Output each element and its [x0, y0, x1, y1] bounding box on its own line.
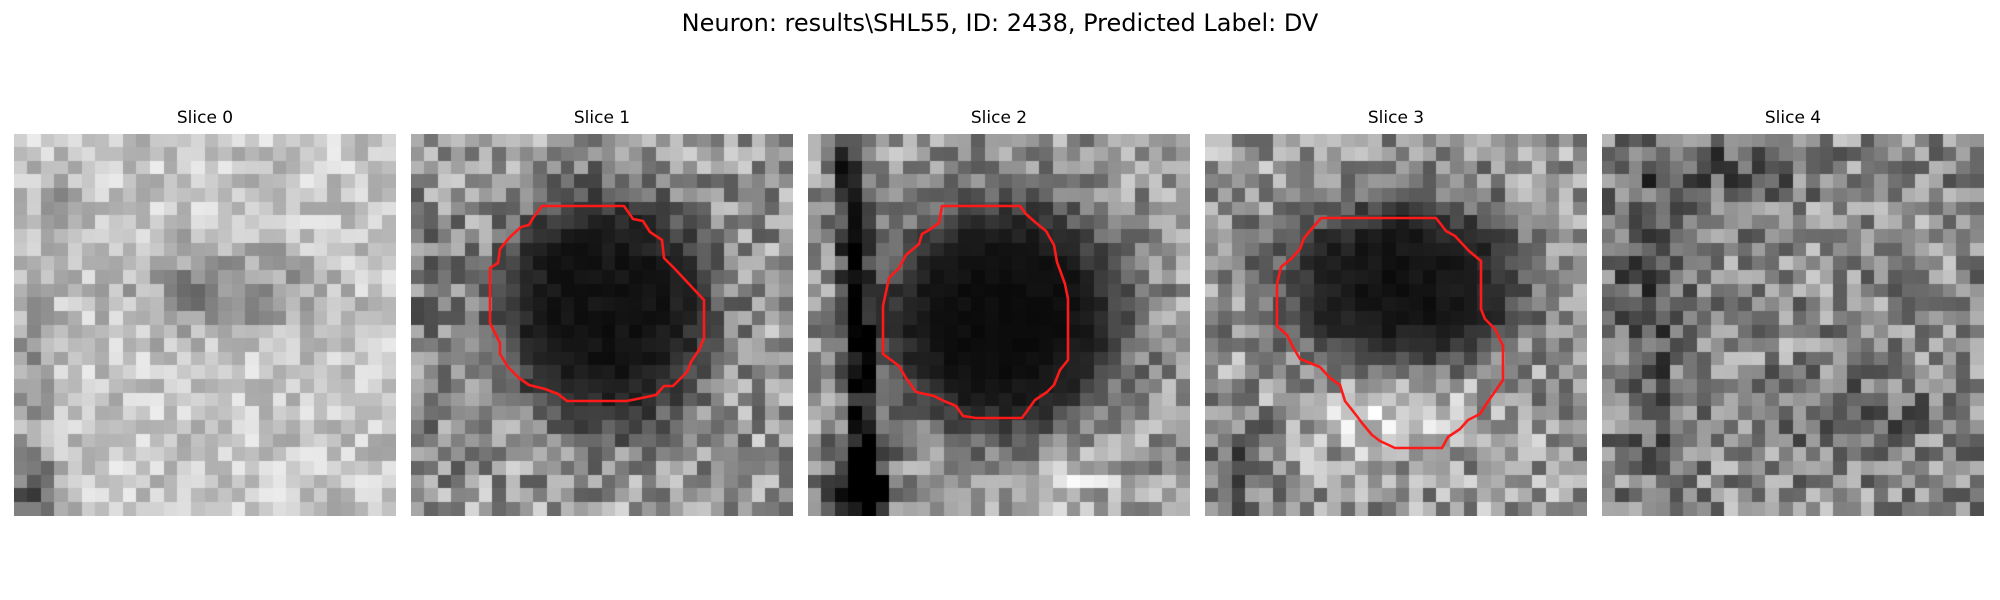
slice-title: Slice 2 [970, 108, 1028, 128]
slice-title: Slice 4 [1764, 108, 1822, 128]
figure-title: Neuron: results\SHL55, ID: 2438, Predict… [681, 9, 1319, 37]
slice-image [808, 134, 1190, 516]
slice-title: Slice 3 [1367, 108, 1425, 128]
slice-image [14, 134, 396, 516]
slice-title: Slice 0 [176, 108, 234, 128]
slice-image [1205, 134, 1587, 516]
slice-image [1602, 134, 1984, 516]
slice-image [411, 134, 793, 516]
slice-title: Slice 1 [573, 108, 631, 128]
